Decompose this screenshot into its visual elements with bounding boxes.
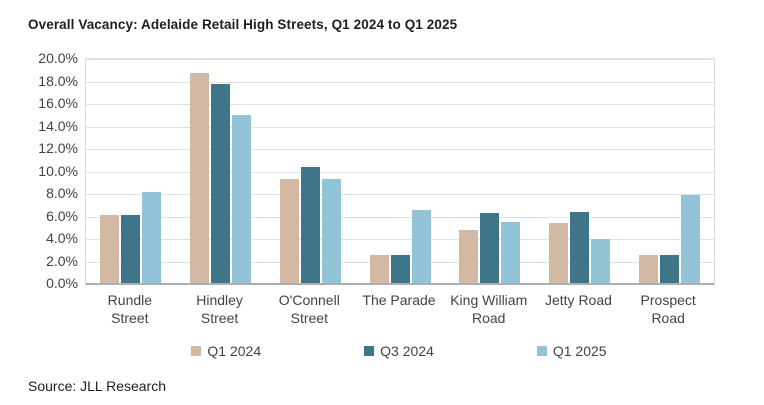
- legend-item: Q1 2025: [536, 343, 607, 359]
- x-axis-label: Jetty Road: [544, 292, 612, 308]
- gridline: [86, 59, 714, 60]
- bar: [501, 222, 521, 284]
- x-axis-label: Prospect Road: [640, 292, 696, 326]
- source-note: Source: JLL Research: [28, 378, 166, 394]
- y-tick-label: 16.0%: [38, 95, 78, 111]
- y-tick-label: 14.0%: [38, 117, 78, 134]
- bar-group: [86, 59, 176, 284]
- y-tick-label: 4.0%: [46, 230, 78, 246]
- x-axis-labels: Rundle Street Hindley Street O'Connell Str…: [85, 291, 713, 327]
- gridline: [86, 81, 714, 83]
- bar: [659, 254, 679, 284]
- bar: [121, 215, 141, 284]
- y-tick-label: 10.0%: [38, 162, 78, 179]
- bar: [459, 230, 479, 284]
- bar: [142, 191, 162, 284]
- gridline: [86, 171, 714, 173]
- gridline: [86, 194, 714, 195]
- y-tick-label: 12.0%: [38, 140, 78, 156]
- bar-group: [265, 59, 355, 284]
- gridline: [86, 104, 714, 105]
- x-axis-label: Rundle Street: [107, 292, 153, 326]
- legend-label: Q1 2024: [207, 343, 262, 359]
- bar: [480, 213, 500, 284]
- bar-group: [535, 59, 625, 284]
- bar-group: [445, 59, 535, 284]
- bar-group: [355, 59, 445, 284]
- y-tick-label: 8.0%: [46, 185, 78, 201]
- y-axis-labels: 0.0% 2.0% 4.0% 6.0% 8.0% 10.0% 12.0% 14.0% 16.0%…: [0, 0, 78, 405]
- x-axis-label: O'Connell Street: [278, 292, 340, 326]
- y-tick-label: 2.0%: [46, 252, 78, 269]
- chart-legend: Q1 2024 Q3 2024 Q1 2025: [85, 343, 713, 359]
- bar-group: [176, 59, 266, 284]
- bar: [232, 115, 252, 284]
- bar-group: [624, 59, 714, 284]
- legend-label: Q1 2025: [552, 343, 607, 359]
- x-axis-label: The Parade: [362, 292, 436, 308]
- x-axis-line: [86, 283, 714, 285]
- bar: [590, 239, 610, 284]
- bar: [569, 212, 589, 284]
- bar-groups: [86, 59, 714, 284]
- gridline: [86, 216, 714, 218]
- y-tick-label: 20.0%: [38, 50, 78, 66]
- bar: [390, 254, 410, 284]
- bar: [100, 215, 120, 284]
- gridline: [86, 126, 714, 128]
- y-tick-label: 6.0%: [46, 207, 78, 224]
- gridline: [86, 149, 714, 150]
- legend-item: Q1 2024: [191, 343, 261, 359]
- gridline: [86, 239, 714, 240]
- bar: [321, 179, 341, 284]
- y-tick-label: 18.0%: [38, 72, 78, 89]
- plot-area: [85, 58, 715, 285]
- legend-item: Q3 2024: [364, 343, 434, 359]
- bar: [369, 254, 389, 284]
- legend-swatch-icon: [191, 346, 202, 356]
- x-axis-label: Hindley Street: [196, 292, 243, 326]
- bar: [211, 83, 231, 284]
- legend-swatch-icon: [364, 346, 375, 356]
- bar: [279, 179, 299, 284]
- bar: [638, 254, 658, 284]
- legend-swatch-icon: [536, 346, 547, 356]
- bar: [680, 195, 700, 284]
- bar: [411, 209, 431, 284]
- bar: [548, 223, 568, 284]
- bar: [300, 167, 320, 284]
- chart-title: Overall Vacancy: Adelaide Retail High St…: [28, 17, 458, 32]
- x-axis-label: King William Road: [450, 292, 528, 326]
- y-tick-label: 0.0%: [46, 275, 78, 291]
- bar: [190, 72, 210, 284]
- legend-label: Q3 2024: [380, 343, 434, 359]
